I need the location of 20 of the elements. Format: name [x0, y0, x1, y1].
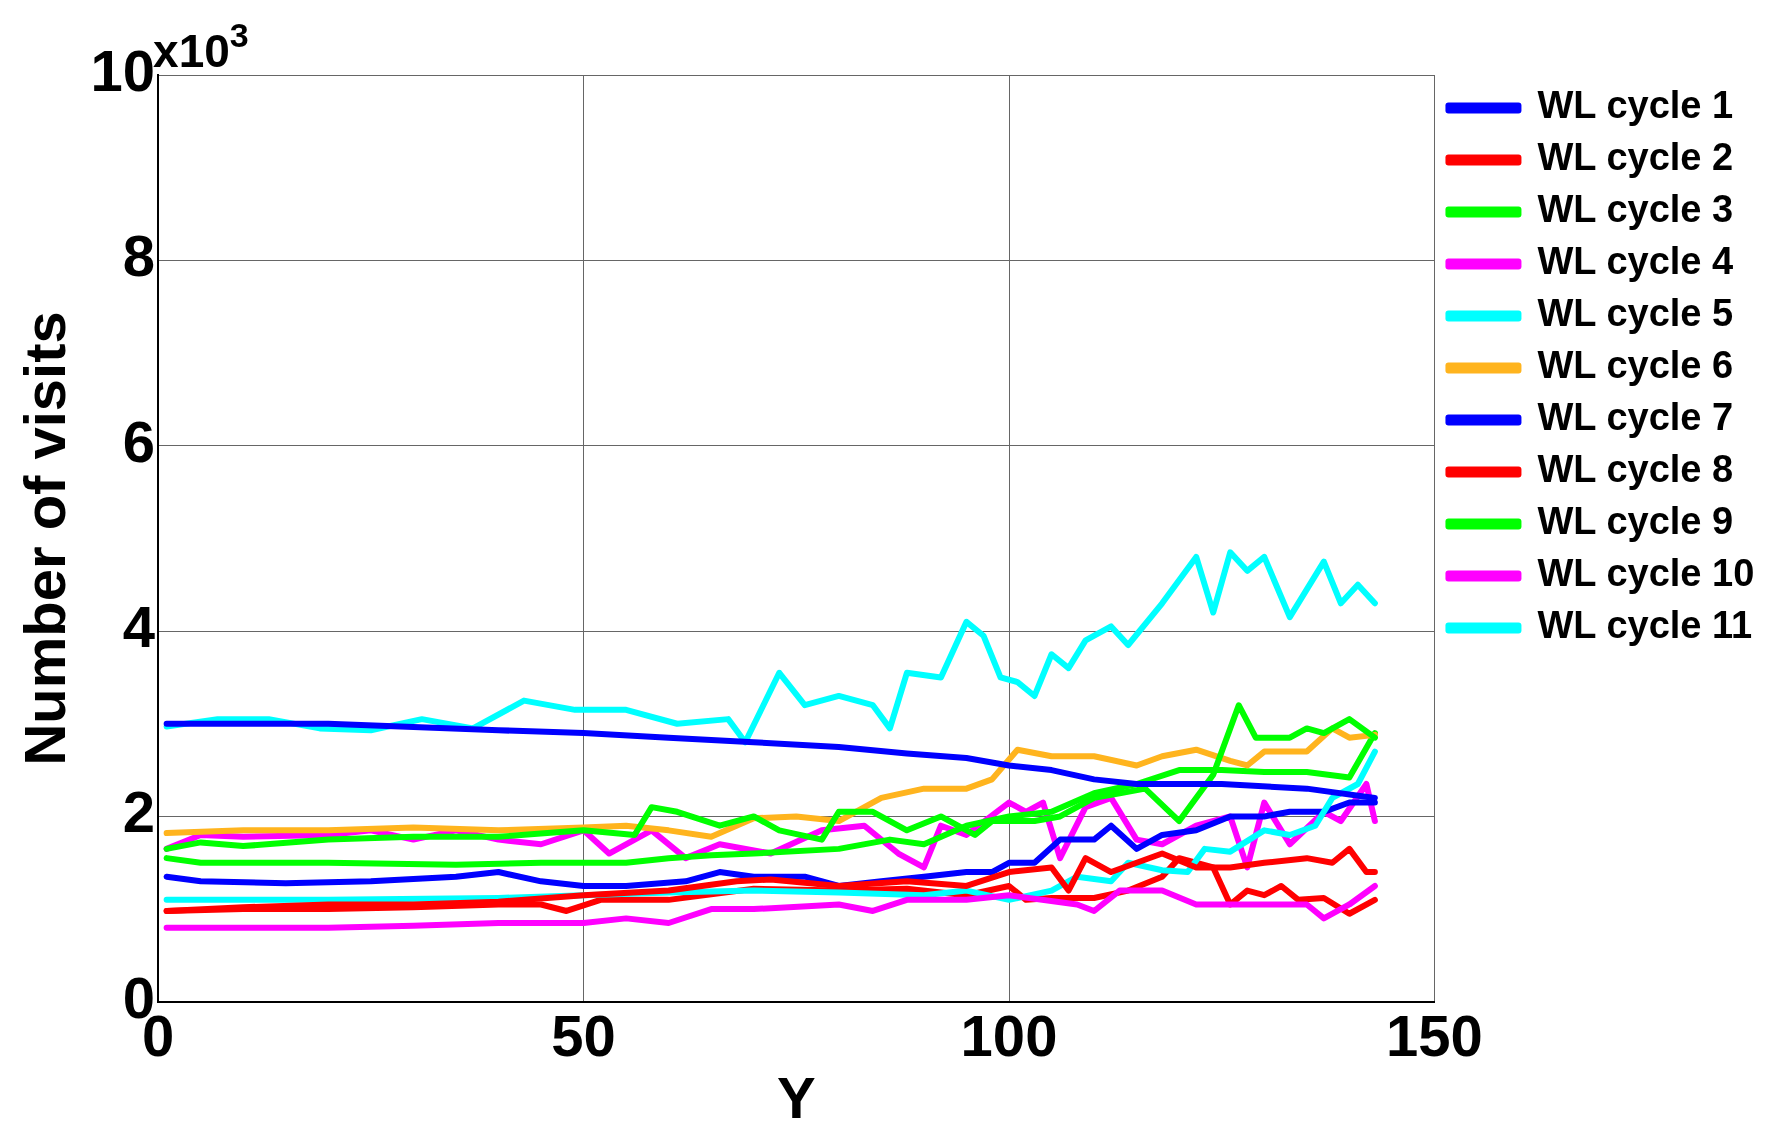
y-tick-label: 8 — [122, 223, 156, 289]
legend-label: WL cycle 1 — [1537, 84, 1734, 127]
x-axis-title: Y — [776, 1065, 816, 1131]
legend-label: WL cycle 11 — [1537, 604, 1753, 647]
y-tick-label: 6 — [122, 408, 156, 474]
legend-label: WL cycle 10 — [1537, 552, 1755, 595]
legend-label: WL cycle 8 — [1537, 448, 1734, 491]
legend-label: WL cycle 7 — [1537, 396, 1734, 439]
legend-label: WL cycle 5 — [1537, 292, 1734, 335]
x-tick-label: 100 — [960, 1002, 1058, 1068]
legend-label: WL cycle 4 — [1537, 240, 1734, 283]
legend-label: WL cycle 9 — [1537, 500, 1734, 543]
y-tick-label: 2 — [122, 779, 156, 845]
x-tick-label: 50 — [551, 1002, 616, 1068]
legend-label: WL cycle 2 — [1537, 136, 1734, 179]
legend-label: WL cycle 3 — [1537, 188, 1734, 231]
legend-label: WL cycle 6 — [1537, 344, 1734, 387]
y-tick-label: 4 — [122, 594, 156, 660]
y-axis-title: Number of visits — [11, 311, 77, 766]
x-tick-label: 150 — [1386, 1002, 1483, 1068]
